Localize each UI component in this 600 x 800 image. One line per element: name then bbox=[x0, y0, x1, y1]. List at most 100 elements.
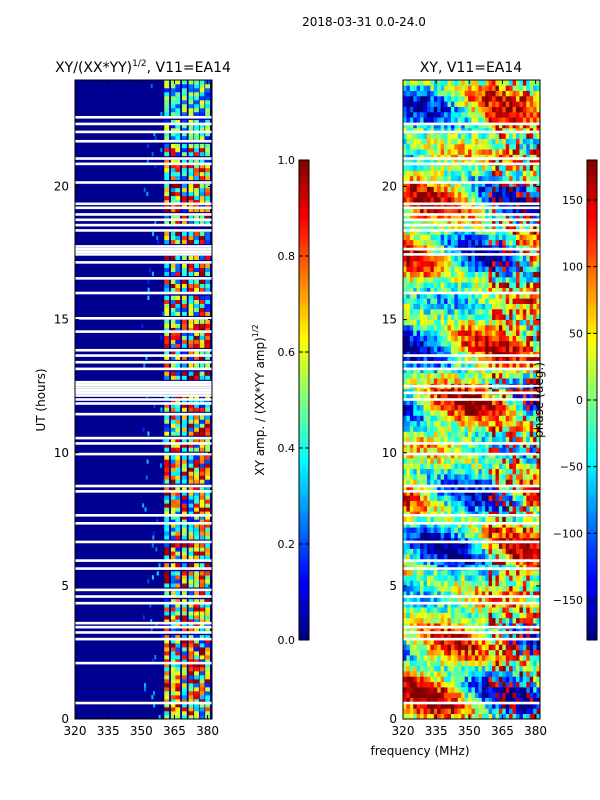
heatmap-cell bbox=[205, 167, 211, 173]
heatmap-cell bbox=[175, 647, 181, 652]
heatmap-cell bbox=[426, 298, 431, 304]
heatmap-cell bbox=[502, 548, 507, 555]
heatmap-cell bbox=[406, 575, 411, 581]
heatmap-cell bbox=[420, 362, 424, 368]
heatmap-cell bbox=[194, 151, 199, 157]
heatmap-cell bbox=[423, 601, 428, 608]
heatmap-cell bbox=[181, 167, 187, 173]
heatmap-cell bbox=[454, 426, 459, 432]
heatmap-cell bbox=[205, 399, 211, 404]
heatmap-cell bbox=[188, 419, 194, 424]
heatmap-cell bbox=[450, 442, 455, 448]
heatmap-cell bbox=[492, 319, 496, 326]
heatmap-cell bbox=[188, 523, 194, 528]
heatmap-cell bbox=[164, 495, 170, 500]
heatmap-cell bbox=[474, 330, 479, 336]
heatmap-cell bbox=[454, 335, 459, 342]
heatmap-cell bbox=[474, 458, 479, 464]
heatmap-cell bbox=[522, 420, 527, 427]
heatmap-cell bbox=[430, 266, 435, 272]
heatmap-cell bbox=[533, 644, 537, 651]
heatmap-cell bbox=[454, 617, 459, 624]
heatmap-cell bbox=[406, 644, 411, 651]
heatmap-cell bbox=[447, 548, 452, 555]
heatmap-cell bbox=[181, 287, 187, 292]
heatmap-cell bbox=[413, 223, 417, 230]
heatmap-cell bbox=[420, 442, 424, 448]
heatmap-cell bbox=[505, 474, 510, 480]
heatmap-cell bbox=[505, 420, 510, 427]
heatmap-cell bbox=[454, 239, 459, 246]
heatmap-cell bbox=[471, 335, 476, 342]
heatmap-cell bbox=[505, 261, 510, 267]
heatmap-cell bbox=[498, 591, 503, 597]
heatmap-cell bbox=[502, 277, 507, 283]
heatmap-cell bbox=[478, 665, 483, 672]
heatmap-cell bbox=[536, 229, 541, 235]
heatmap-cell bbox=[498, 261, 503, 267]
heatmap-cell bbox=[194, 579, 199, 584]
heatmap-cell bbox=[426, 703, 431, 709]
heatmap-cell bbox=[464, 474, 469, 480]
heatmap-cell bbox=[450, 543, 455, 549]
heatmap-cell bbox=[478, 474, 483, 480]
heatmap-cell bbox=[536, 330, 541, 336]
heatmap-cell bbox=[205, 111, 211, 117]
heatmap-cell bbox=[485, 346, 489, 352]
heatmap-cell bbox=[181, 667, 187, 672]
heatmap-cell bbox=[437, 431, 441, 438]
heatmap-cell bbox=[505, 490, 510, 496]
heatmap-cell bbox=[433, 282, 438, 288]
heatmap-cell bbox=[444, 506, 448, 512]
heatmap-cell bbox=[205, 447, 211, 452]
heatmap-cell bbox=[181, 231, 187, 237]
heatmap-cell bbox=[488, 367, 493, 374]
heatmap-cell bbox=[170, 191, 176, 197]
heatmap-cell bbox=[164, 143, 170, 149]
heatmap-cell bbox=[437, 660, 441, 667]
heatmap-cell bbox=[450, 298, 455, 304]
heatmap-cell bbox=[498, 585, 503, 592]
heatmap-cell bbox=[488, 372, 493, 379]
heatmap-cell bbox=[444, 633, 448, 640]
heatmap-cell bbox=[194, 403, 199, 408]
heatmap-cell bbox=[170, 195, 176, 201]
heatmap-cell bbox=[406, 335, 411, 342]
heatmap-cell bbox=[464, 559, 469, 565]
heatmap-cell bbox=[175, 103, 181, 109]
heatmap-cell bbox=[423, 271, 428, 278]
heatmap-cell bbox=[416, 426, 421, 432]
heatmap-cell bbox=[181, 507, 187, 512]
heatmap-cell bbox=[509, 516, 513, 523]
heatmap-cell bbox=[433, 378, 438, 384]
heatmap-cell bbox=[529, 372, 534, 379]
heatmap-cell bbox=[505, 234, 510, 241]
heatmap-cell bbox=[454, 319, 459, 326]
heatmap-cell bbox=[423, 585, 428, 592]
heatmap-cell bbox=[519, 495, 524, 501]
heatmap-cell bbox=[199, 671, 205, 676]
heatmap-cell bbox=[437, 324, 441, 331]
heatmap-cell bbox=[464, 420, 469, 427]
heatmap-cell bbox=[188, 695, 194, 700]
heatmap-cell bbox=[516, 612, 520, 619]
heatmap-cell bbox=[413, 516, 417, 523]
heatmap-cell bbox=[488, 575, 493, 581]
heatmap-cell bbox=[444, 362, 448, 368]
heatmap-cell bbox=[474, 367, 479, 374]
heatmap-cell bbox=[420, 319, 424, 326]
heatmap-cell bbox=[505, 580, 510, 587]
heatmap-cell bbox=[495, 697, 500, 704]
heatmap-cell bbox=[188, 579, 194, 584]
heatmap-cell bbox=[516, 655, 520, 661]
heatmap-cell bbox=[144, 683, 147, 688]
heatmap-cell bbox=[495, 442, 500, 448]
heatmap-cell bbox=[485, 463, 489, 470]
heatmap-cell bbox=[416, 687, 421, 693]
heatmap-cell bbox=[430, 697, 435, 704]
heatmap-cell bbox=[170, 199, 176, 205]
heatmap-cell bbox=[194, 327, 199, 332]
heatmap-cell bbox=[170, 655, 176, 660]
heatmap-cell bbox=[478, 708, 483, 714]
heatmap-cell bbox=[464, 277, 469, 283]
